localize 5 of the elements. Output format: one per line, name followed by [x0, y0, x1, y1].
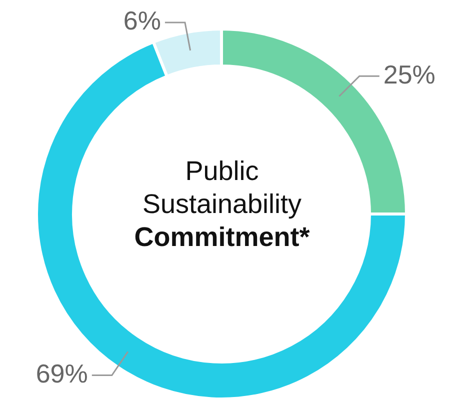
text: Commitment* — [133, 221, 311, 254]
data-label: 25% — [383, 59, 436, 90]
data-label: 69% — [36, 358, 88, 388]
text: Public Sustainability — [141, 155, 303, 221]
data-label: 6% — [123, 6, 161, 36]
